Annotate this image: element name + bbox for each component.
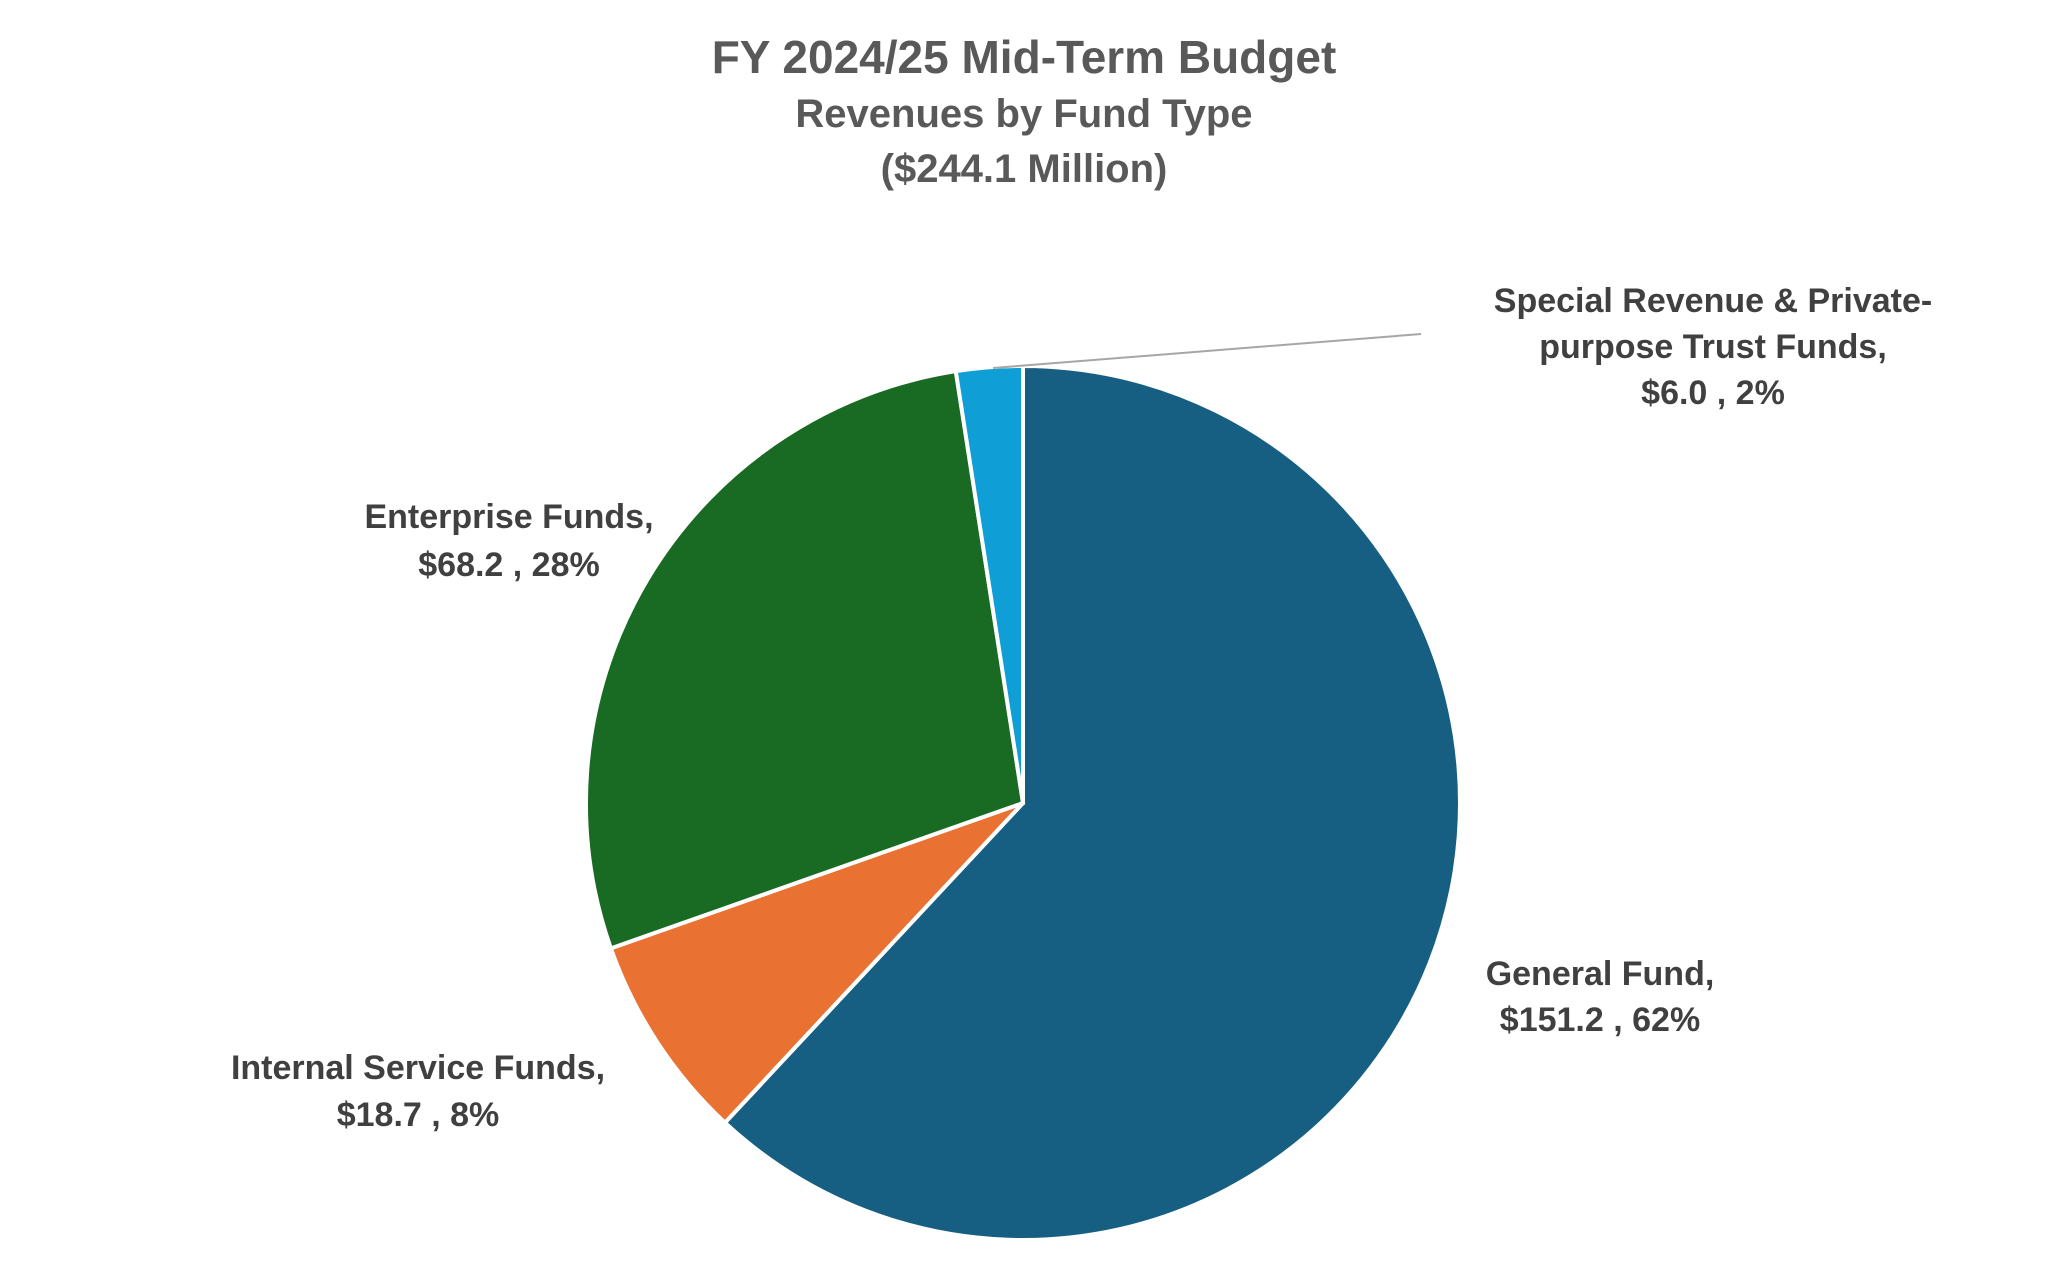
pie-slice-enterprise-funds	[584, 368, 1026, 951]
data-label: $151.2 , 62%	[1500, 1001, 1700, 1039]
data-label: Enterprise Funds,	[364, 498, 653, 536]
chart-title: FY 2024/25 Mid-Term Budget	[711, 31, 1337, 83]
data-label: General Fund,	[1486, 955, 1715, 993]
pie-slice-general-fund	[722, 363, 1462, 1242]
data-label: $68.2 , 28%	[418, 546, 599, 584]
data-label: Internal Service Funds,	[231, 1049, 605, 1087]
chart-total: ($244.1 Million)	[880, 147, 1168, 191]
data-label: $6.0 , 2%	[1641, 374, 1785, 412]
leader-line	[992, 333, 1422, 369]
data-label: purpose Trust Funds,	[1539, 328, 1887, 366]
chart-subtitle: Revenues by Fund Type	[795, 92, 1253, 136]
data-label: Special Revenue & Private-	[1494, 282, 1932, 320]
data-label: $18.7 , 8%	[337, 1096, 500, 1134]
pie-slice-internal-service-funds	[608, 801, 1025, 1126]
